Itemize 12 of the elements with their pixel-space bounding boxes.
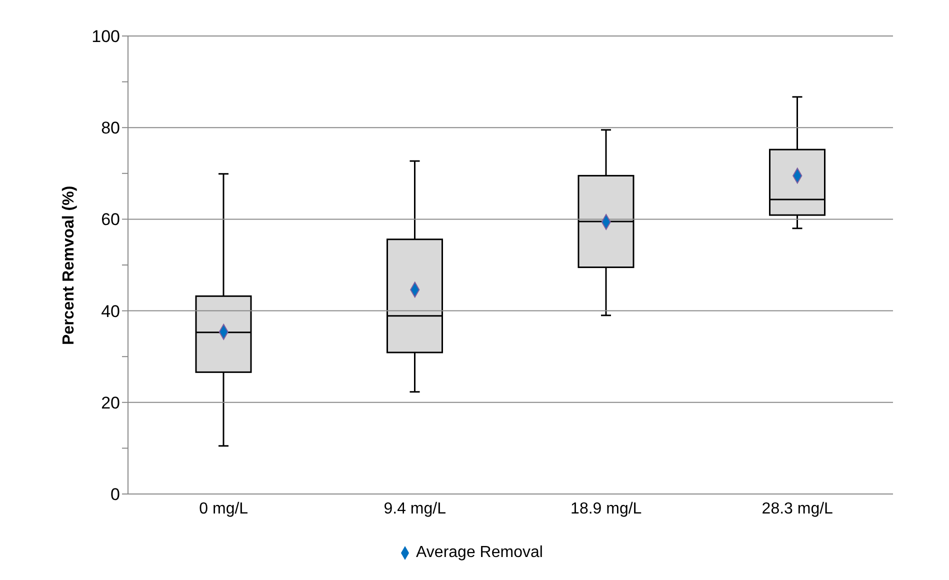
y-axis-title: Percent Remvoal (%) bbox=[60, 186, 78, 345]
x-tick-label: 28.3 mg/L bbox=[762, 500, 834, 518]
y-tick-label: 60 bbox=[101, 210, 120, 230]
x-tick-label: 0 mg/L bbox=[199, 500, 248, 518]
y-tick-label: 20 bbox=[101, 393, 120, 412]
y-tick-label: 40 bbox=[101, 302, 120, 321]
y-tick-label: 80 bbox=[101, 118, 120, 138]
x-tick-label: 9.4 mg/L bbox=[384, 500, 446, 518]
y-tick-label: 0 bbox=[110, 485, 120, 504]
legend-label: Average Removal bbox=[416, 544, 543, 561]
y-tick-label: 100 bbox=[92, 27, 120, 46]
x-tick-label: 18.9 mg/L bbox=[570, 500, 642, 518]
